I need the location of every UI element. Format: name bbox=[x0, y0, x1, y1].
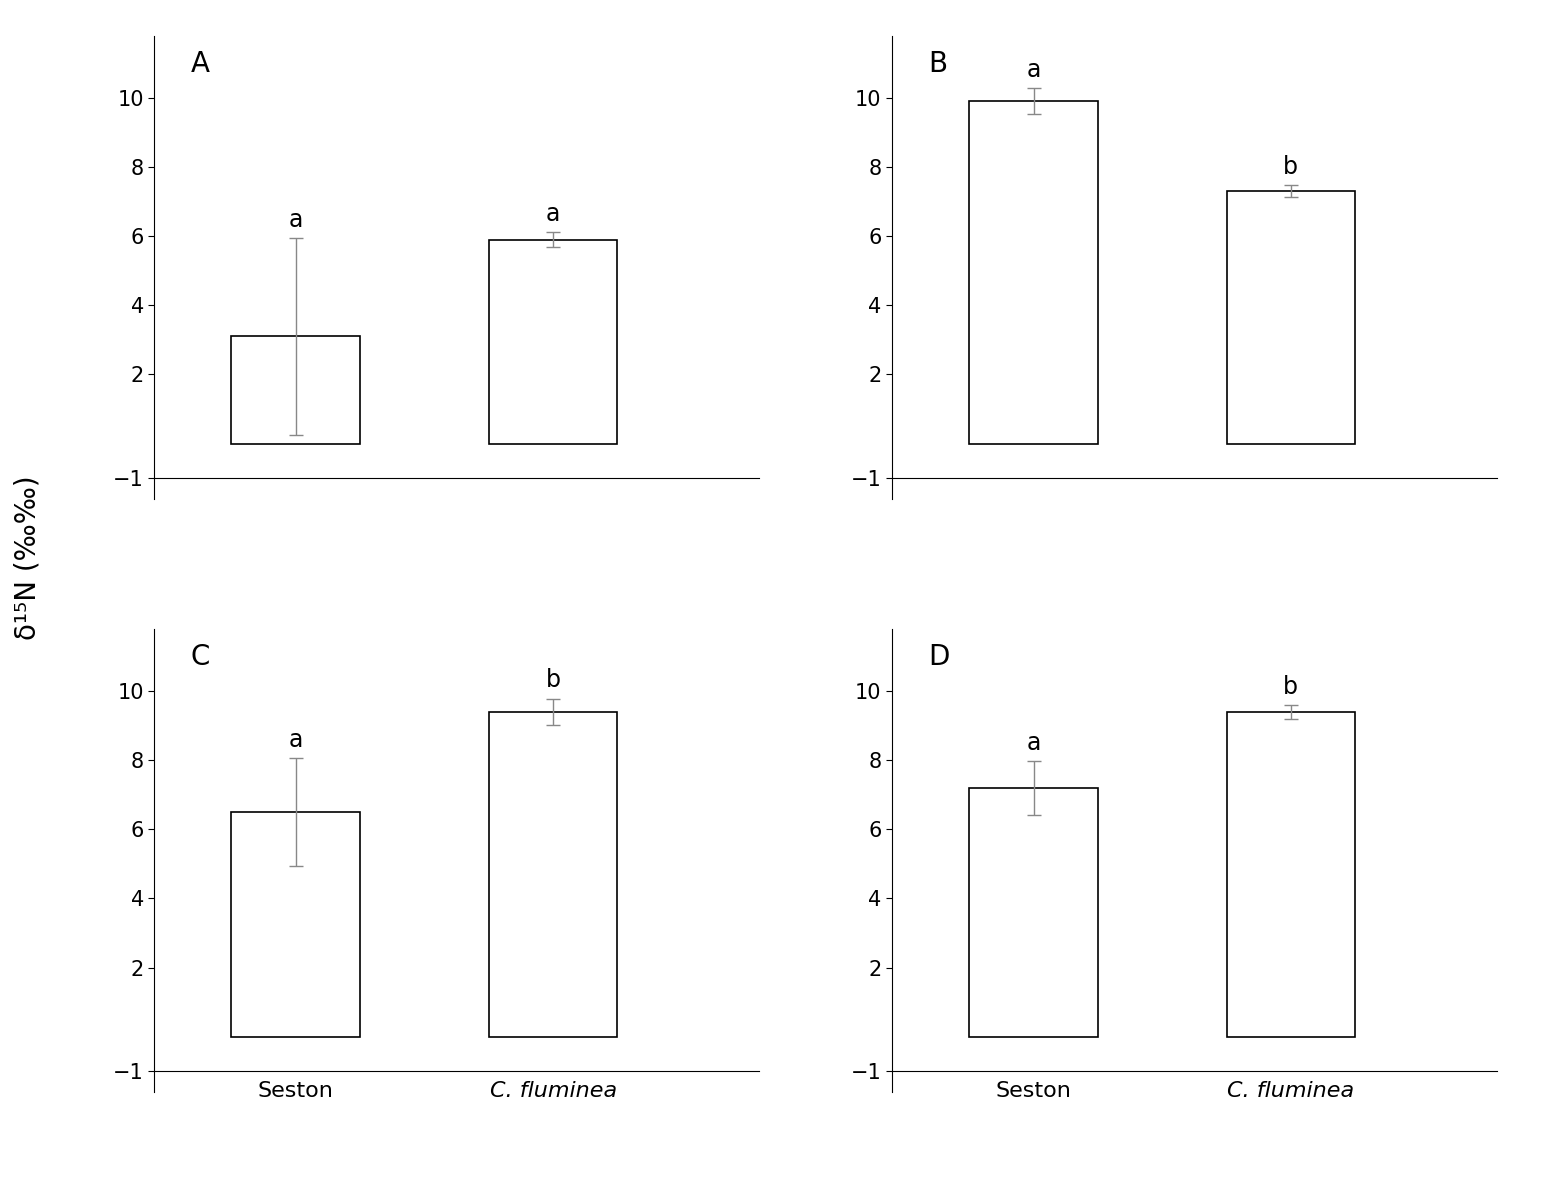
Bar bbox=[489, 712, 617, 1036]
Text: B: B bbox=[929, 50, 947, 77]
Text: b: b bbox=[546, 668, 560, 692]
Bar bbox=[969, 101, 1099, 444]
Text: a: a bbox=[1026, 730, 1040, 755]
Bar bbox=[231, 336, 360, 444]
Text: A: A bbox=[191, 50, 210, 77]
Text: b: b bbox=[1284, 674, 1298, 698]
Bar bbox=[489, 240, 617, 444]
Bar bbox=[231, 812, 360, 1036]
Text: b: b bbox=[1284, 154, 1298, 179]
Bar bbox=[1227, 712, 1355, 1036]
Text: a: a bbox=[289, 208, 302, 231]
Text: a: a bbox=[289, 728, 302, 753]
Text: C: C bbox=[191, 642, 210, 671]
Text: δ¹⁵N (‰‰): δ¹⁵N (‰‰) bbox=[14, 476, 42, 640]
Text: a: a bbox=[1026, 58, 1040, 82]
Bar bbox=[1227, 191, 1355, 444]
Text: a: a bbox=[546, 202, 560, 226]
Text: D: D bbox=[929, 642, 949, 671]
Bar bbox=[969, 788, 1099, 1036]
